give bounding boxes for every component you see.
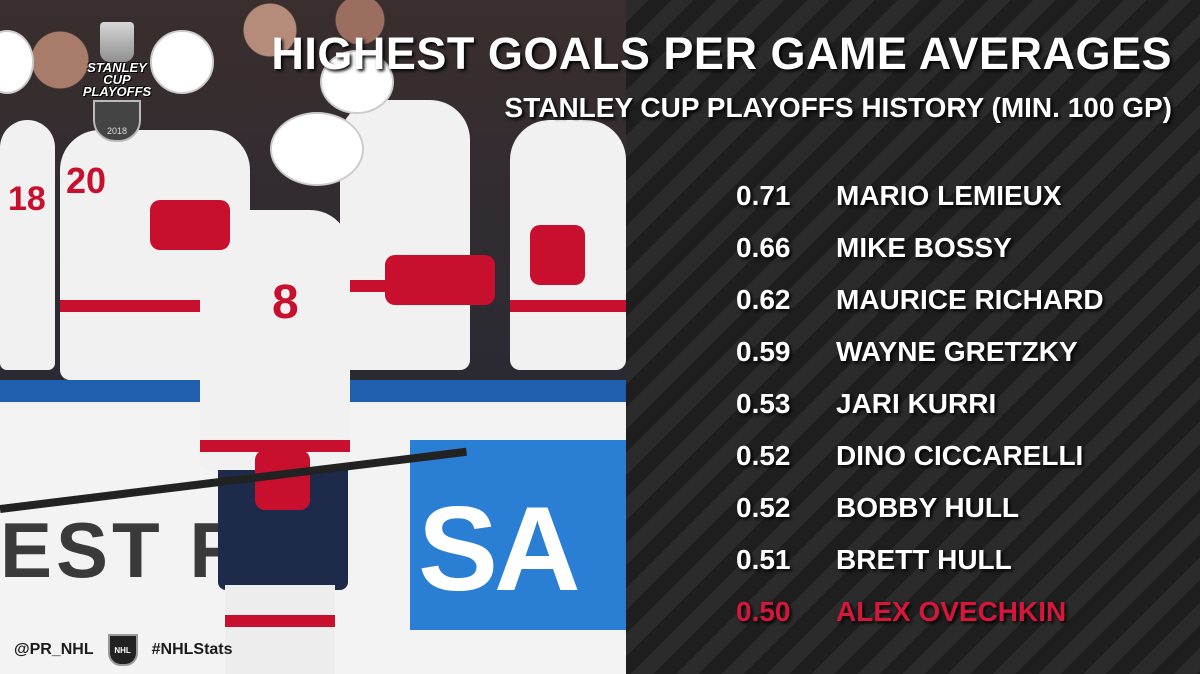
- player-name: BRETT HULL: [836, 544, 1012, 575]
- goals-per-game: 0.66: [736, 232, 791, 263]
- twitter-handle: @PR_NHL: [14, 641, 94, 658]
- glove-icon: [530, 225, 585, 285]
- leaders-list: 0.71 MARIO LEMIEUX 0.66 MIKE BOSSY 0.62 …: [736, 170, 1176, 638]
- jersey-number: 8: [272, 276, 299, 329]
- footer-credits: @PR_NHL NHL #NHLStats: [14, 634, 233, 666]
- jersey-stripe: [200, 440, 350, 452]
- player-name: MARIO LEMIEUX: [836, 180, 1062, 211]
- leader-row: 0.71 MARIO LEMIEUX: [736, 170, 1176, 222]
- leader-row: 0.59 WAYNE GRETZKY: [736, 326, 1176, 378]
- player-name: DINO CICCARELLI: [836, 440, 1084, 471]
- goals-per-game: 0.52: [736, 440, 791, 471]
- logo-line2: PLAYOFFS: [82, 84, 152, 99]
- sponsor-ad-text: SA: [418, 482, 581, 616]
- stanley-cup-logo: STANLEY CUP PLAYOFFS 2018: [72, 22, 162, 142]
- goals-per-game: 0.50: [736, 596, 791, 627]
- nhl-shield-icon: NHL: [107, 634, 138, 666]
- graphic-title: HIGHEST GOALS PER GAME AVERAGES: [271, 28, 1172, 79]
- goals-per-game: 0.51: [736, 544, 791, 575]
- player-name: WAYNE GRETZKY: [836, 336, 1078, 367]
- shield-icon: [93, 100, 141, 142]
- stats-panel: [626, 0, 1200, 674]
- goals-per-game: 0.62: [736, 284, 791, 315]
- sock-stripe: [225, 615, 335, 627]
- player-socks: [225, 585, 335, 674]
- player-name: MAURICE RICHARD: [836, 284, 1104, 315]
- sponsor-ad-panel: [410, 440, 626, 630]
- goals-per-game: 0.59: [736, 336, 791, 367]
- glove-icon: [385, 255, 495, 305]
- jersey-number: 20: [66, 160, 107, 201]
- helmet-icon: [150, 30, 214, 94]
- main-player-jersey: [200, 210, 350, 470]
- leader-row: 0.52 DINO CICCARELLI: [736, 430, 1176, 482]
- goals-per-game: 0.71: [736, 180, 791, 211]
- logo-year: 2018: [106, 126, 128, 136]
- teammate-left-edge: [0, 120, 55, 370]
- goals-per-game: 0.52: [736, 492, 791, 523]
- graphic-subtitle: STANLEY CUP PLAYOFFS HISTORY (MIN. 100 G…: [504, 92, 1172, 123]
- jersey-number: 18: [8, 180, 46, 218]
- hashtag: #NHLStats: [151, 641, 233, 658]
- jersey-stripe: [510, 300, 626, 312]
- goals-per-game: 0.53: [736, 388, 791, 419]
- glove-icon: [150, 200, 230, 250]
- leader-row-highlighted: 0.50 ALEX OVECHKIN: [736, 586, 1176, 638]
- player-name: ALEX OVECHKIN: [836, 596, 1067, 627]
- helmet-icon: [320, 50, 394, 114]
- leader-row: 0.52 BOBBY HULL: [736, 482, 1176, 534]
- player-name: MIKE BOSSY: [836, 232, 1012, 263]
- trophy-icon: [100, 22, 134, 62]
- leader-row: 0.66 MIKE BOSSY: [736, 222, 1176, 274]
- player-name: JARI KURRI: [836, 388, 997, 419]
- leader-row: 0.53 JARI KURRI: [736, 378, 1176, 430]
- leader-row: 0.62 MAURICE RICHARD: [736, 274, 1176, 326]
- leader-row: 0.51 BRETT HULL: [736, 534, 1176, 586]
- player-photo: EST RU SA 18 20 8: [0, 0, 626, 674]
- player-name: BOBBY HULL: [836, 492, 1020, 523]
- helmet-icon: [270, 112, 364, 186]
- logo-line1: STANLEY CUP: [87, 60, 147, 87]
